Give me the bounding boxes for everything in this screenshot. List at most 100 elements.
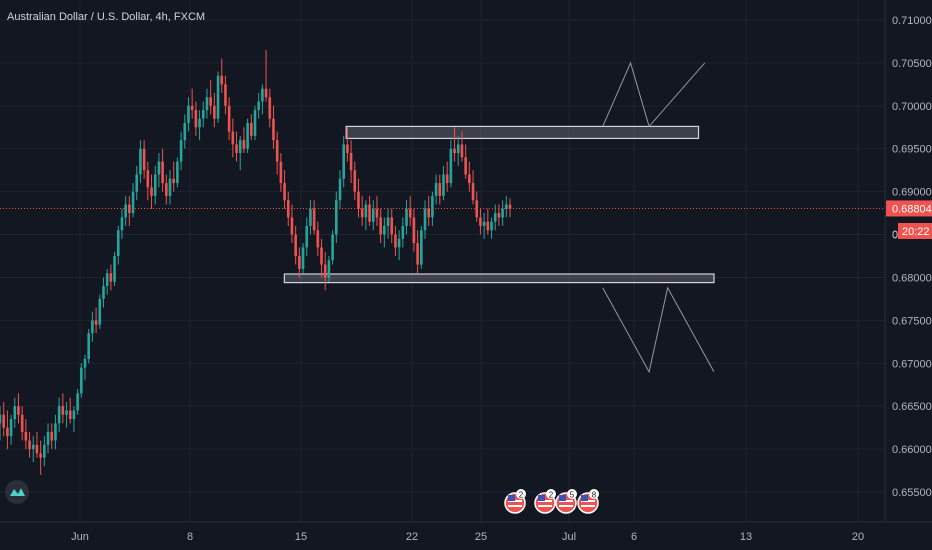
candle-body: [427, 208, 430, 218]
candle-body: [464, 157, 467, 175]
candle: [346, 127, 349, 162]
candle: [17, 393, 20, 424]
candle-body: [408, 208, 412, 218]
candle: [298, 247, 301, 278]
candle: [279, 153, 283, 192]
us-flag-stripe: [508, 505, 522, 507]
tradingview-logo-icon[interactable]: [5, 480, 29, 504]
candle: [290, 204, 294, 244]
projection-path[interactable]: [602, 61, 706, 128]
candle-body: [386, 217, 390, 226]
candle: [9, 414, 13, 445]
candle-body: [346, 144, 349, 154]
candle-body: [508, 204, 512, 209]
candle-body: [301, 247, 305, 269]
zone-layer: [283, 125, 715, 284]
candle: [397, 230, 401, 261]
time-tick-label: 15: [295, 531, 307, 543]
candle: [261, 84, 264, 115]
candle-body: [379, 217, 382, 235]
candle-body: [460, 144, 464, 158]
candle-body: [401, 225, 405, 239]
economic-event[interactable]: 8: [577, 489, 599, 514]
candle-body: [31, 444, 35, 450]
event-count-badge: [546, 489, 556, 499]
candle: [327, 256, 331, 282]
candle: [109, 264, 113, 291]
candle-body: [150, 187, 153, 196]
candle-body: [198, 118, 201, 128]
candle: [408, 195, 412, 226]
projection-path[interactable]: [602, 286, 715, 374]
candle-body: [423, 208, 427, 231]
candle: [198, 110, 201, 141]
candle-body: [246, 122, 249, 149]
candle: [464, 144, 467, 179]
us-flag-canton: [581, 495, 588, 501]
candle: [201, 101, 205, 128]
time-axis[interactable]: Jun 8 15 22 25 Jul 6 13 20: [0, 521, 932, 543]
zone-support[interactable]: [283, 273, 715, 284]
candle-body: [368, 204, 371, 222]
candle-body: [57, 406, 61, 424]
candle-body: [383, 225, 386, 235]
candle-body: [312, 208, 316, 231]
candle: [405, 200, 408, 235]
candle-body: [216, 75, 220, 119]
economic-events[interactable]: 2 2 5 8: [504, 489, 599, 514]
candle-body: [109, 273, 113, 282]
economic-event[interactable]: 2: [534, 489, 556, 514]
candle: [0, 406, 2, 441]
candle: [338, 170, 342, 209]
candle: [31, 436, 35, 462]
price-tick-label: 0.71000: [892, 15, 932, 27]
candle-body: [253, 110, 257, 136]
candle: [139, 140, 142, 184]
candle: [102, 277, 105, 308]
candle-body: [353, 170, 357, 192]
candle: [150, 174, 153, 209]
candle: [456, 135, 460, 166]
economic-event[interactable]: 5: [555, 489, 577, 514]
price-tick-label: 0.65500: [892, 487, 932, 499]
candle: [394, 225, 397, 256]
price-axis[interactable]: 0.710000.705000.700000.695000.690000.685…: [884, 0, 932, 522]
candle-body: [83, 358, 87, 368]
candle-body: [468, 174, 471, 184]
candle: [50, 423, 54, 450]
candle: [486, 208, 490, 235]
candle-body: [268, 97, 272, 119]
zone-resistance[interactable]: [345, 125, 700, 140]
candle: [434, 174, 438, 205]
candle-body: [227, 105, 231, 132]
candle-body: [168, 178, 172, 196]
candle-body: [68, 410, 72, 420]
last-price-label: 0.68804: [892, 203, 932, 215]
candle: [268, 88, 272, 128]
candle-body: [335, 200, 338, 235]
candle-body: [80, 367, 83, 394]
candle: [39, 440, 42, 475]
candle: [161, 148, 164, 192]
economic-event[interactable]: 2: [504, 489, 526, 514]
candle: [120, 208, 124, 239]
us-flag-canton: [508, 495, 515, 501]
candle-body: [176, 161, 179, 184]
candle: [312, 200, 316, 235]
candle-body: [9, 419, 13, 437]
candle: [320, 238, 323, 278]
candle-body: [153, 174, 157, 196]
candle-body: [179, 140, 183, 162]
candle: [24, 419, 28, 450]
candle-body: [124, 204, 127, 218]
candle-body: [493, 213, 497, 222]
candle: [94, 307, 98, 334]
candle-body: [61, 406, 65, 415]
price-tick-label: 0.70500: [892, 58, 932, 70]
candle: [294, 225, 297, 265]
candle: [349, 140, 353, 184]
candle-body: [6, 427, 9, 437]
candle-body: [438, 183, 442, 196]
